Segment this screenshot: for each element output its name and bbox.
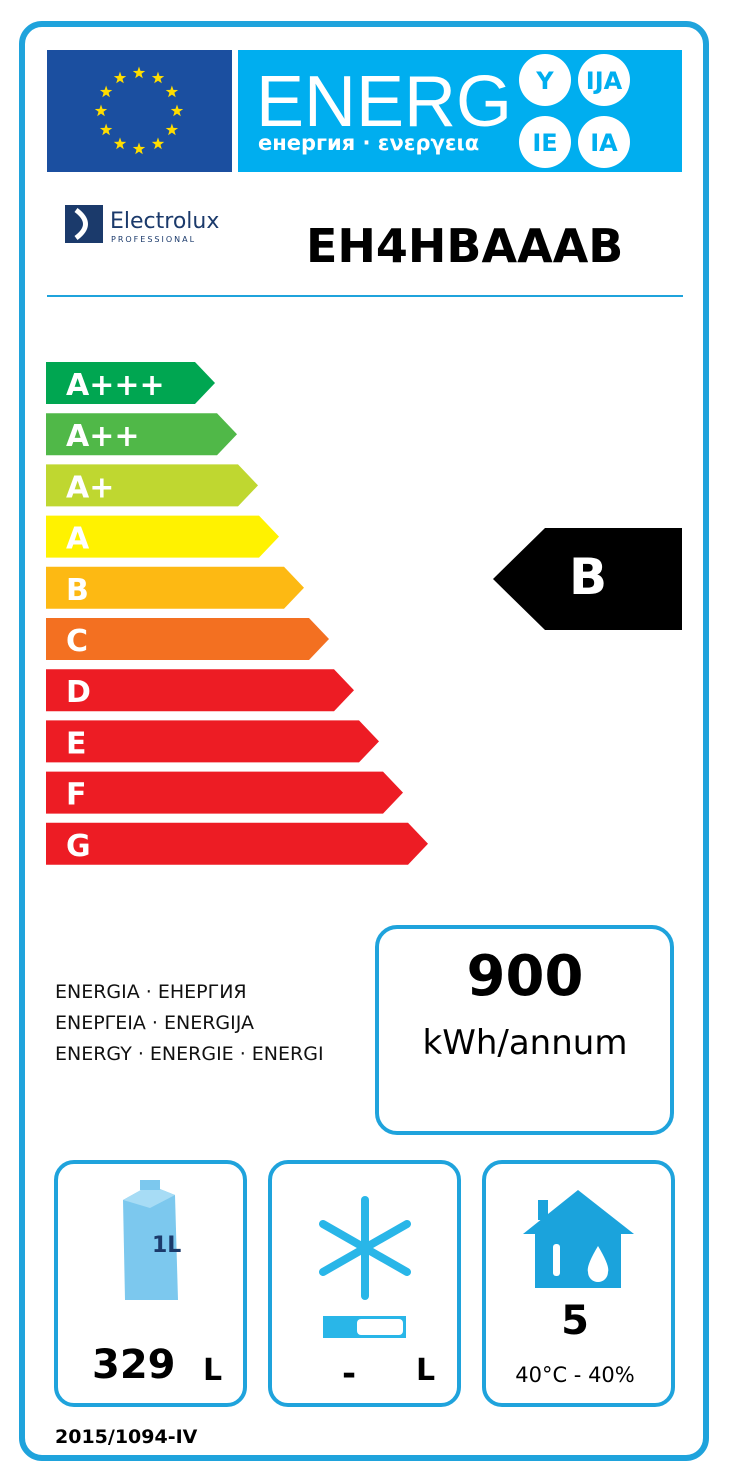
regulation: 2015/1094-IV [55, 1426, 198, 1448]
eu-stars [94, 66, 184, 155]
rating-label: B [569, 548, 607, 606]
class-label: E [66, 726, 87, 761]
header-subtitle: енергия · ενεργεια [258, 131, 479, 155]
class-bar [46, 618, 329, 660]
class-bar [46, 566, 304, 609]
class-bar [46, 771, 403, 814]
class-label: A [66, 522, 90, 557]
class-bar [46, 362, 215, 404]
class-label: F [66, 778, 87, 813]
climate-range: 40°C - 40% [515, 1363, 635, 1387]
consumption-value: 900 [467, 944, 584, 1009]
brand-tagline: PROFESSIONAL [111, 235, 196, 244]
class-label: A++ [66, 419, 140, 454]
eu-star [151, 71, 165, 84]
eu-star [94, 104, 108, 117]
snowflake-icon [319, 1196, 411, 1300]
suffix-circle [578, 54, 630, 106]
suffix-label: IJA [586, 67, 623, 95]
eu-star [165, 85, 179, 98]
header-suffixes: Y IJA IE IA [519, 54, 630, 168]
freezer-value: - [342, 1354, 356, 1394]
class-label: G [66, 829, 91, 864]
energy-word: ΕΝΕΡΓΕΙΑ · ENERGIJA [55, 1012, 254, 1034]
suffix-circle [519, 54, 571, 106]
class-label: A+ [66, 470, 114, 505]
class-bar [46, 413, 237, 456]
suffix-circle [578, 116, 630, 168]
eu-star [132, 142, 146, 155]
eu-star [170, 104, 184, 117]
class-label: D [66, 675, 91, 710]
class-label: C [66, 624, 88, 659]
suffix-circle [519, 116, 571, 168]
suffix-label: IE [532, 129, 557, 157]
class-label: B [66, 573, 89, 608]
eu-star [99, 123, 113, 136]
rating-arrow: B [493, 528, 682, 630]
consumption-box [375, 925, 674, 1135]
fresh-value: 329 [92, 1342, 176, 1388]
suffix-label: Y [535, 67, 554, 95]
class-label: A+++ [66, 368, 165, 403]
brand-name: Electrolux [110, 209, 219, 234]
class-bar [46, 669, 354, 712]
eu-star [113, 137, 127, 150]
eu-star [113, 71, 127, 84]
eu-star [165, 123, 179, 136]
class-bar [46, 822, 428, 865]
fresh-unit: L [203, 1353, 222, 1388]
carton-icon: 1L [123, 1180, 181, 1300]
eu-star [99, 85, 113, 98]
star-rating-inner [357, 1319, 403, 1335]
climate-class: 5 [561, 1298, 589, 1344]
header-title: ENERG [256, 62, 512, 142]
house-icon [523, 1190, 634, 1288]
class-bar [46, 464, 258, 507]
eu-star [132, 66, 146, 79]
class-bar [46, 720, 379, 763]
energy-word: ENERGIA · ЕНЕРГИЯ [55, 981, 247, 1003]
class-bar [46, 515, 279, 558]
energy-word: ENERGY · ENERGIE · ENERGI [55, 1043, 324, 1065]
carton-label: 1L [152, 1233, 181, 1258]
eu-star [151, 137, 165, 150]
model-number: EH4HBAAAB [306, 219, 623, 273]
freezer-unit: L [416, 1353, 435, 1388]
consumption-unit: kWh/annum [423, 1023, 628, 1063]
suffix-label: IA [590, 129, 618, 157]
brand-logo: Electrolux PROFESSIONAL [65, 205, 219, 244]
